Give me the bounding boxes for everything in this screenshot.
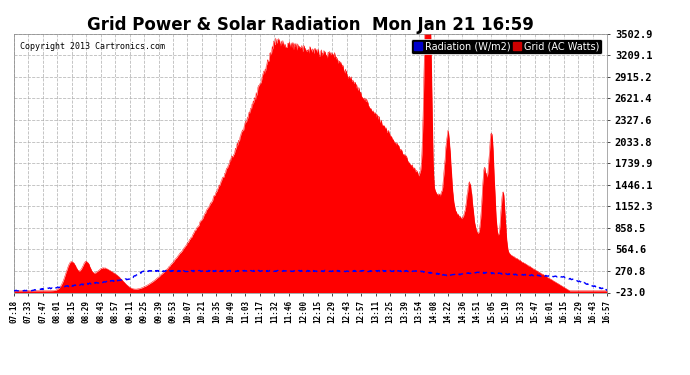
Text: Copyright 2013 Cartronics.com: Copyright 2013 Cartronics.com — [20, 42, 165, 51]
Legend: Radiation (W/m2), Grid (AC Watts): Radiation (W/m2), Grid (AC Watts) — [411, 39, 602, 54]
Title: Grid Power & Solar Radiation  Mon Jan 21 16:59: Grid Power & Solar Radiation Mon Jan 21 … — [87, 16, 534, 34]
